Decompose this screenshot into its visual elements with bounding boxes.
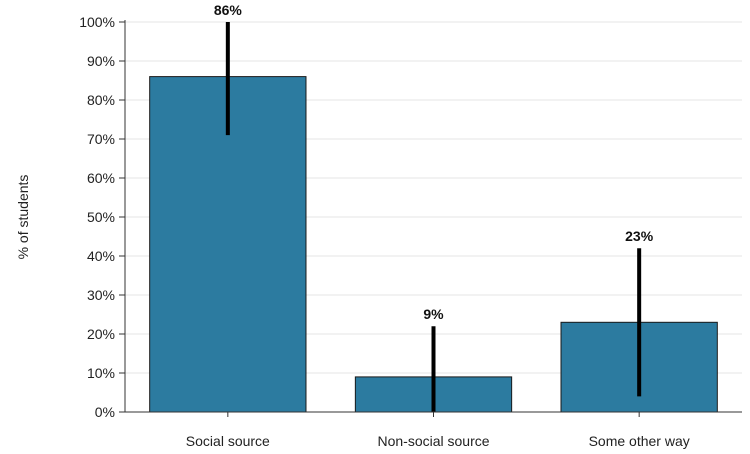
- data-label: 9%: [423, 306, 444, 322]
- y-tick-label: 100%: [79, 14, 115, 30]
- axes: [119, 20, 742, 417]
- y-tick-label: 60%: [87, 170, 115, 186]
- y-tick-label: 30%: [87, 287, 115, 303]
- error-bars: [225, 22, 642, 412]
- y-tick-label: 10%: [87, 365, 115, 381]
- y-tick-label: 20%: [87, 326, 115, 342]
- data-label: 86%: [214, 2, 243, 18]
- data-label: 23%: [625, 228, 654, 244]
- bars: [149, 76, 718, 413]
- y-tick-label: 80%: [87, 92, 115, 108]
- y-tick-label: 70%: [87, 131, 115, 147]
- y-tick-label: 40%: [87, 248, 115, 264]
- y-tick-label: 90%: [87, 53, 115, 69]
- x-tick-label: Non-social source: [377, 433, 489, 449]
- y-tick-label: 0%: [95, 404, 115, 420]
- labels: 0% 10% 20% 30% 40% 50% 60% 70% 80% 90% 100% 86% Soci…: [79, 2, 690, 449]
- y-tick-label: 50%: [87, 209, 115, 225]
- x-tick-label: Some other way: [589, 433, 690, 449]
- y-axis-title: % of students: [15, 175, 31, 260]
- x-tick-label: Social source: [186, 433, 270, 449]
